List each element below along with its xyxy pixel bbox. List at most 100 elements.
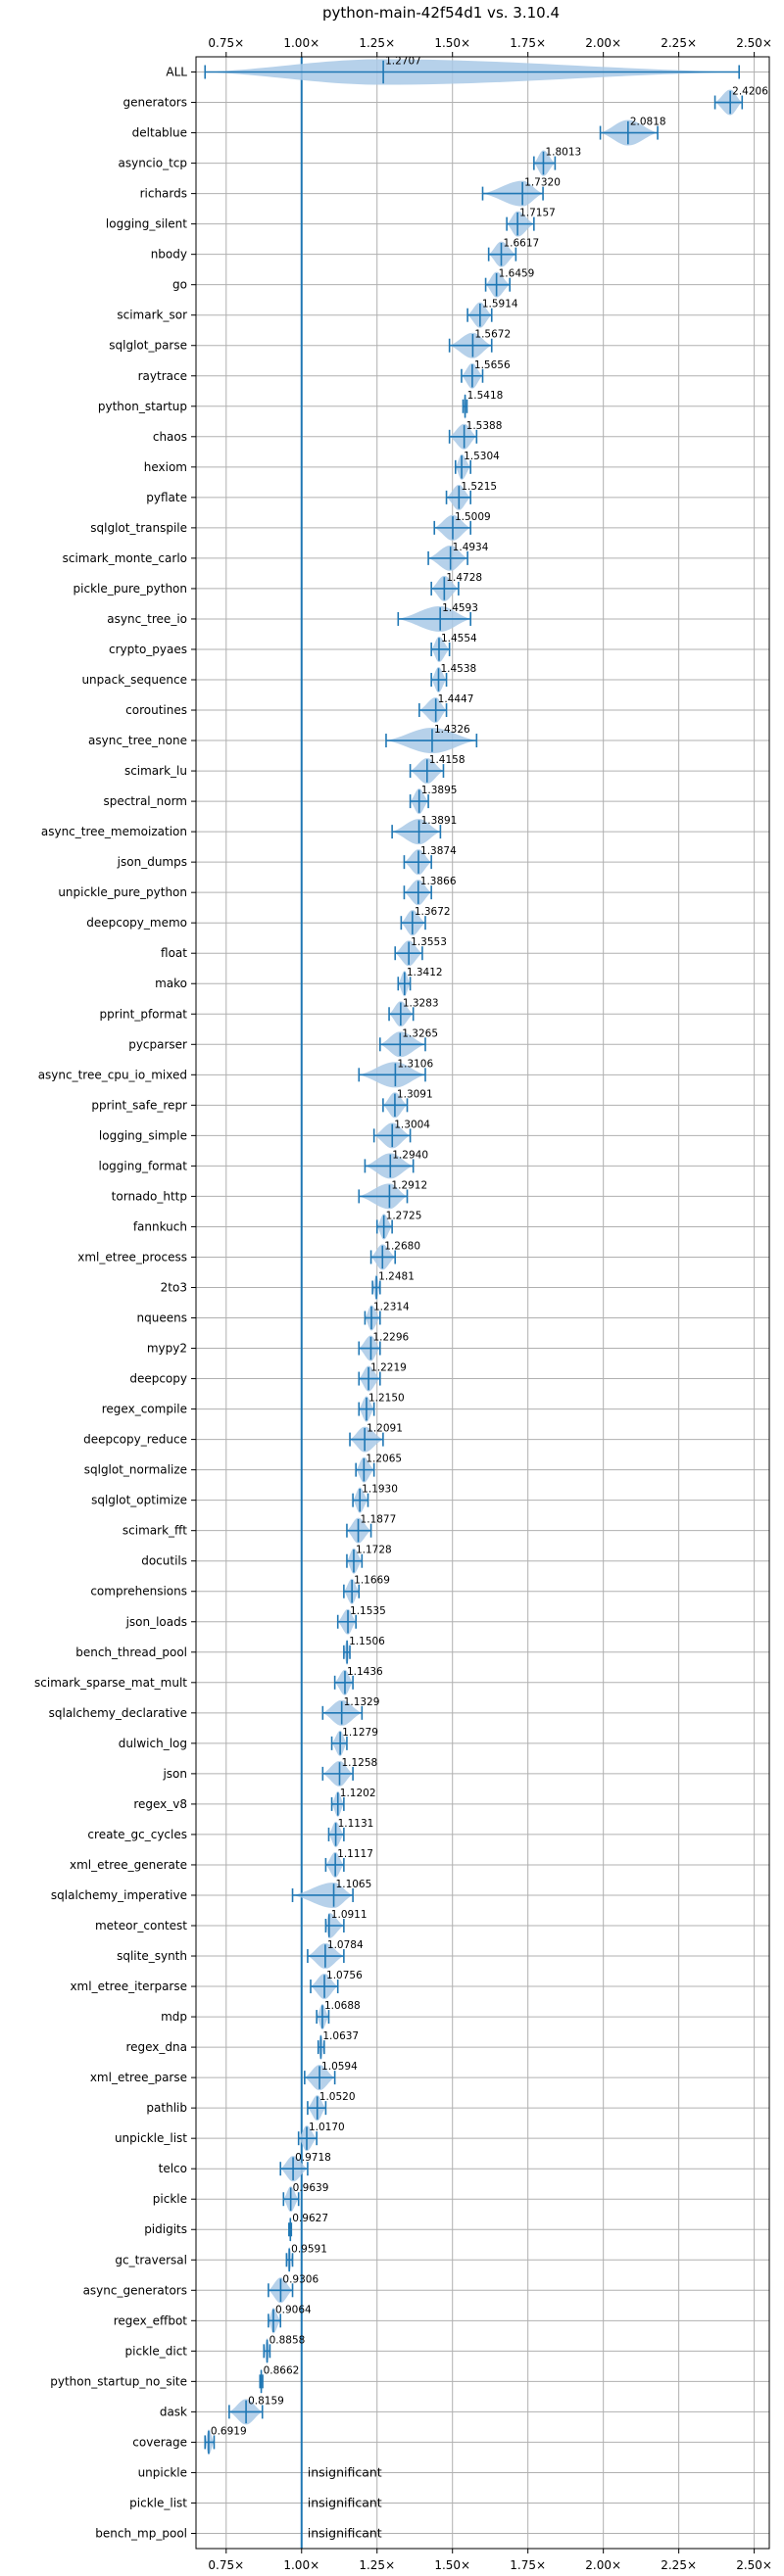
value-label: 1.4593	[442, 602, 478, 614]
x-tick-label-top: 1.50×	[434, 36, 470, 50]
benchmark-label: gc_traversal	[115, 2253, 187, 2266]
value-label: 1.1436	[347, 1666, 383, 1678]
benchmark-label: 2to3	[161, 1280, 187, 1294]
value-label: 1.0637	[322, 2030, 359, 2042]
benchmark-label: pyflate	[146, 491, 187, 504]
value-label: 1.5672	[474, 329, 511, 341]
benchmark-label: create_gc_cycles	[87, 1828, 187, 1841]
benchmark-label: float	[161, 946, 187, 960]
benchmark-label: crypto_pyaes	[109, 643, 187, 656]
x-tick-label-bottom: 0.75×	[208, 2558, 244, 2572]
x-tick-label-bottom: 1.25×	[359, 2558, 395, 2572]
benchmark-label: unpickle	[138, 2465, 187, 2479]
value-label: 1.4447	[438, 693, 474, 705]
value-label: 1.7320	[524, 177, 561, 189]
x-tick-label-bottom: 2.00×	[585, 2558, 621, 2572]
value-label: 1.8013	[545, 147, 581, 159]
value-label: 1.1728	[356, 1545, 392, 1556]
benchmark-label: sqlglot_normalize	[84, 1463, 187, 1477]
benchmark-label: bench_thread_pool	[75, 1646, 187, 1659]
x-tick-label-top: 2.25×	[661, 36, 697, 50]
benchmark-label: async_generators	[83, 2283, 187, 2297]
value-label: 1.1669	[354, 1575, 390, 1587]
value-label: 1.5656	[474, 359, 511, 371]
value-label: 1.4934	[453, 542, 489, 553]
value-label: 0.9627	[292, 2213, 328, 2224]
benchmark-label: coroutines	[125, 703, 187, 717]
x-tick-label-top: 1.00×	[283, 36, 319, 50]
benchmark-label: generators	[122, 96, 187, 110]
benchmark-label: scimark_sor	[117, 309, 187, 322]
value-label: 1.2680	[384, 1240, 420, 1252]
benchmark-label: sqlite_synth	[117, 1949, 187, 1963]
benchmark-label: richards	[140, 187, 187, 201]
value-label: 1.2091	[367, 1423, 403, 1435]
benchmark-label: unpack_sequence	[81, 673, 187, 687]
plot-frame	[195, 56, 770, 2550]
benchmark-label: mypy2	[147, 1342, 187, 1356]
benchmark-label: fannkuch	[133, 1219, 187, 1233]
value-label: 1.4158	[429, 754, 466, 766]
x-tick-label-top: 2.00×	[585, 36, 621, 50]
benchmark-label: pickle	[153, 2192, 187, 2206]
value-label: 1.4538	[440, 663, 476, 675]
value-label: 1.5418	[467, 390, 504, 402]
value-label: 1.0594	[321, 2061, 358, 2073]
value-label: 0.8662	[264, 2364, 300, 2376]
chart-title: python-main-42f54d1 vs. 3.10.4	[322, 4, 560, 22]
value-label: 1.5388	[466, 420, 503, 432]
benchmark-label: xml_etree_generate	[70, 1858, 187, 1872]
value-label: 1.1065	[336, 1879, 372, 1890]
benchmark-label: pickle_dict	[125, 2344, 188, 2358]
benchmark-label: scimark_fft	[122, 1524, 187, 1538]
benchmark-label: xml_etree_parse	[90, 2071, 187, 2084]
value-label: 1.3672	[415, 906, 451, 918]
benchmark-label: mdp	[161, 2010, 187, 2024]
benchmark-label: ALL	[166, 66, 187, 79]
benchmark-label: hexiom	[144, 460, 187, 474]
value-label: 1.3866	[420, 876, 457, 887]
benchmark-label: pickle_list	[129, 2496, 187, 2509]
value-label: 1.2481	[378, 1270, 415, 1282]
value-label: 1.6459	[499, 268, 535, 280]
value-label: 1.0170	[309, 2122, 345, 2133]
value-label: 1.1131	[338, 1818, 374, 1830]
insignificant-label: insignificant	[308, 2464, 382, 2479]
value-label: 1.5304	[464, 451, 500, 462]
value-label: 1.3091	[397, 1088, 433, 1100]
benchmark-label: dulwich_log	[119, 1737, 187, 1750]
x-tick-label-bottom: 1.75×	[510, 2558, 546, 2572]
value-label: 1.2314	[373, 1302, 410, 1313]
benchmark-label: xml_etree_iterparse	[70, 1980, 187, 1993]
value-label: 1.3004	[394, 1119, 430, 1130]
x-tick-label-bottom: 2.50×	[736, 2558, 772, 2572]
benchmark-label: logging_format	[98, 1159, 187, 1172]
benchmark-label: pickle_pure_python	[74, 582, 187, 596]
value-label: 1.5009	[455, 511, 491, 523]
x-tick-label-bottom: 2.25×	[661, 2558, 697, 2572]
value-label: 1.1202	[340, 1788, 376, 1799]
benchmark-label: pprint_pformat	[100, 1007, 188, 1021]
benchmark-label: tornado_http	[112, 1189, 187, 1203]
benchmark-label: regex_compile	[102, 1403, 187, 1416]
benchmark-label: go	[172, 278, 187, 292]
value-label: 1.2940	[392, 1149, 428, 1161]
value-label: 1.5215	[461, 481, 497, 493]
value-label: 0.8159	[248, 2395, 284, 2407]
value-label: 1.1930	[362, 1484, 398, 1496]
violin-layer: 1.2707 2.4206 2.0818 1.8013 1.7320 1.7157 1.66…	[204, 56, 768, 2540]
benchmark-label: sqlglot_parse	[109, 339, 187, 353]
benchmark-label: nbody	[151, 248, 187, 262]
benchmark-label: mako	[155, 977, 187, 990]
benchmark-label: deepcopy	[129, 1372, 187, 1386]
insignificant-label: insignificant	[308, 2495, 382, 2509]
value-label: 1.0784	[327, 1939, 364, 1951]
benchmark-label: unpickle_list	[115, 2131, 187, 2145]
benchmark-label: json	[162, 1767, 187, 1781]
value-label: 1.3265	[402, 1027, 438, 1039]
benchmark-label: comprehensions	[90, 1585, 187, 1598]
value-label: 0.6919	[211, 2425, 247, 2437]
value-label: 1.1117	[337, 1848, 373, 1860]
benchmark-label: deepcopy_reduce	[83, 1433, 187, 1447]
